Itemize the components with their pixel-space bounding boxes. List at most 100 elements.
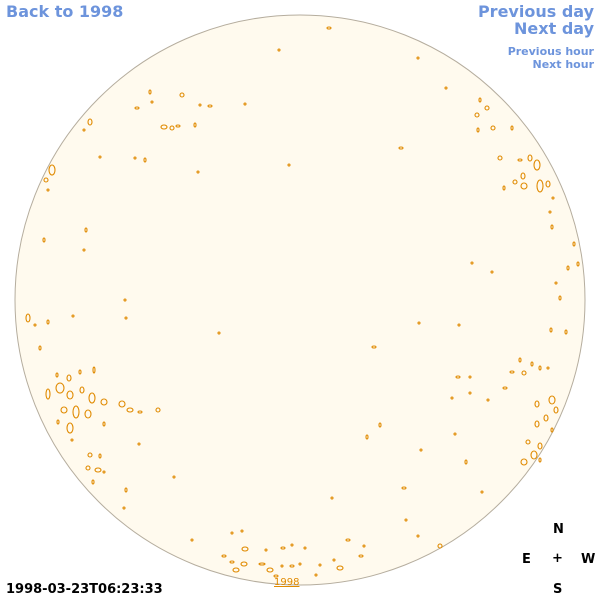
- magnetic-contour: [240, 561, 248, 567]
- magnetic-contour: [416, 534, 420, 538]
- magnetic-contour: [78, 369, 82, 375]
- magnetic-contour: [98, 453, 102, 459]
- magnetic-contour: [169, 125, 175, 131]
- magnetic-contour: [464, 459, 468, 465]
- magnetic-contour: [486, 398, 490, 402]
- magnetic-contour: [118, 400, 126, 408]
- next-day-link[interactable]: Next day: [514, 19, 594, 38]
- compass-west: W: [581, 552, 596, 567]
- magnetic-contour: [79, 386, 85, 394]
- next-hour-link[interactable]: Next hour: [532, 58, 595, 71]
- magnetic-contour: [243, 102, 247, 106]
- magnetic-contour: [551, 196, 555, 200]
- magnetic-contour: [365, 434, 369, 440]
- magnetic-contour: [437, 543, 443, 549]
- magnetic-contour: [576, 261, 580, 267]
- magnetic-contour: [38, 345, 42, 351]
- magnetic-contour: [521, 370, 527, 376]
- magnetic-contour: [55, 372, 59, 378]
- magnetic-contour: [536, 179, 544, 193]
- magnetic-contour: [160, 124, 168, 130]
- magnetic-contour: [484, 105, 490, 111]
- magnetic-contour: [94, 467, 102, 473]
- magnetic-contour: [124, 316, 128, 320]
- magnetic-contour: [416, 56, 420, 60]
- magnetic-contour: [530, 361, 534, 367]
- magnetic-contour: [314, 573, 318, 577]
- magnetic-contour: [419, 448, 423, 452]
- magnetic-contour: [518, 357, 522, 363]
- magnetic-contour: [358, 554, 364, 558]
- magnetic-contour: [525, 439, 531, 445]
- magnetic-contour: [538, 365, 542, 371]
- magnetic-contour: [468, 375, 472, 379]
- previous-hour-link[interactable]: Previous hour: [507, 45, 594, 58]
- magnetic-contour: [70, 438, 74, 442]
- magnetic-contour: [277, 48, 281, 52]
- magnetic-contour: [566, 265, 570, 271]
- magnetic-contour: [45, 388, 51, 400]
- back-to-year-link[interactable]: Back to 1998: [6, 2, 124, 21]
- magnetic-contour: [298, 562, 302, 566]
- magnetic-contour: [417, 321, 421, 325]
- magnetic-contours: [25, 26, 580, 578]
- magnetic-contour: [179, 92, 185, 98]
- magnetic-contour: [502, 386, 508, 390]
- solar-disk: [14, 14, 586, 586]
- magnetic-contour: [490, 270, 494, 274]
- magnetic-contour: [330, 496, 334, 500]
- magnetic-contour: [517, 158, 523, 162]
- magnetic-contour: [25, 313, 31, 323]
- compass-east: E: [522, 552, 531, 567]
- magnetic-contour: [401, 486, 407, 490]
- magnetic-contour: [240, 529, 244, 533]
- magnetic-contour: [398, 146, 404, 150]
- magnetic-contour: [55, 382, 65, 394]
- magnetic-contour: [548, 210, 552, 214]
- magnetic-contour: [66, 390, 74, 400]
- magnetic-contour: [143, 157, 147, 163]
- magnetic-contour: [155, 407, 161, 413]
- magnetic-contour: [287, 163, 291, 167]
- magnetic-contour: [538, 457, 542, 463]
- magnetic-contour: [66, 422, 74, 434]
- magnetic-contour: [100, 398, 108, 406]
- magnetic-contour: [502, 185, 506, 191]
- magnetic-contour: [232, 567, 240, 573]
- magnetic-contour: [564, 329, 568, 335]
- magnetic-contour: [198, 103, 202, 107]
- magnetic-contour: [264, 548, 268, 552]
- magnetic-contour: [33, 323, 37, 327]
- magnetic-contour: [193, 122, 197, 128]
- magnetic-contour: [230, 531, 234, 535]
- magnetic-contour: [56, 419, 60, 425]
- magnetic-contour: [371, 345, 377, 349]
- magnetic-contour: [444, 86, 448, 90]
- magnetic-contour: [554, 281, 558, 285]
- observation-timestamp: 1998-03-23T06:23:33: [6, 582, 163, 597]
- magnetic-contour: [91, 479, 95, 485]
- magnetic-contour: [48, 164, 56, 176]
- magnetic-contour: [280, 546, 286, 550]
- magnetic-contour: [190, 538, 194, 542]
- year-link[interactable]: 1998: [274, 577, 300, 588]
- magnetic-contour: [362, 544, 366, 548]
- magnetic-contour: [303, 546, 307, 550]
- compass-center: +: [552, 551, 563, 566]
- magnetic-contour: [470, 261, 474, 265]
- magnetic-contour: [558, 295, 562, 301]
- magnetic-contour: [476, 127, 480, 133]
- magnetic-contour: [241, 546, 249, 552]
- magnetic-contour: [549, 327, 553, 333]
- magnetic-contour: [345, 538, 351, 542]
- magnetic-contour: [122, 506, 126, 510]
- magnetic-contour: [548, 395, 556, 405]
- magnetic-contour: [457, 323, 461, 327]
- magnetic-contour: [553, 406, 559, 414]
- magnetic-contour: [88, 392, 96, 404]
- magnetic-contour: [512, 179, 518, 185]
- magnetic-contour: [534, 420, 540, 428]
- magnetic-contour: [378, 422, 382, 428]
- previous-day-link[interactable]: Previous day: [477, 2, 594, 21]
